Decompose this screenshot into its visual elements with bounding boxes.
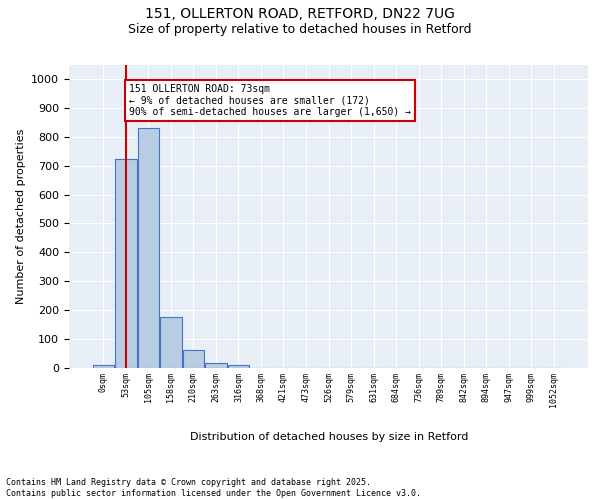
Bar (92, 364, 114, 368)
Text: Distribution of detached houses by size in Retford: Distribution of detached houses by size … (190, 432, 468, 442)
Bar (160, 317, 182, 368)
Bar (228, 364, 249, 368)
Text: 151 OLLERTON ROAD: 73sqm
← 9% of detached houses are smaller (172)
90% of semi-d: 151 OLLERTON ROAD: 73sqm ← 9% of detache… (129, 84, 411, 117)
Text: Contains HM Land Registry data © Crown copyright and database right 2025.
Contai: Contains HM Land Registry data © Crown c… (6, 478, 421, 498)
Text: Size of property relative to detached houses in Retford: Size of property relative to detached ho… (128, 22, 472, 36)
Text: 151, OLLERTON ROAD, RETFORD, DN22 7UG: 151, OLLERTON ROAD, RETFORD, DN22 7UG (145, 8, 455, 22)
Bar (137, 128, 159, 368)
Bar (182, 350, 204, 368)
Y-axis label: Number of detached properties: Number of detached properties (16, 128, 26, 304)
Bar (115, 158, 137, 368)
Bar (205, 362, 227, 368)
